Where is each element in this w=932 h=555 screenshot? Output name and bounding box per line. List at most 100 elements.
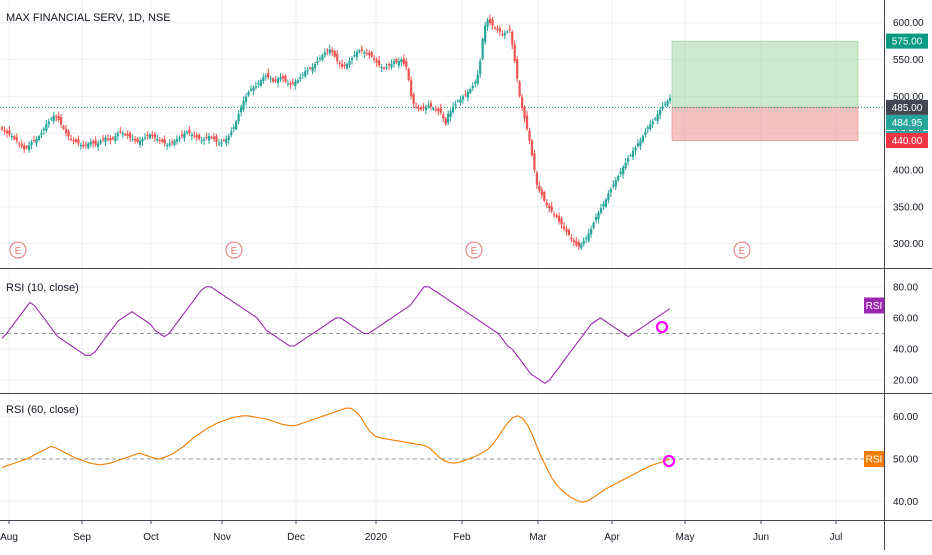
candle-body bbox=[419, 107, 423, 110]
hand-drawn-mark bbox=[655, 320, 669, 334]
candle-body bbox=[410, 80, 413, 97]
candle-body bbox=[309, 67, 312, 69]
candle-body bbox=[617, 175, 620, 181]
candle-body bbox=[222, 140, 225, 142]
candle-body bbox=[64, 128, 68, 134]
candle-body bbox=[355, 52, 359, 58]
position-tool[interactable] bbox=[671, 40, 859, 141]
candle-body bbox=[198, 134, 201, 140]
candle-body bbox=[624, 162, 627, 168]
candle-body bbox=[407, 68, 410, 81]
x-tick-label: Dec bbox=[287, 532, 305, 543]
candle-body bbox=[629, 155, 632, 157]
candle-body bbox=[328, 49, 331, 54]
candle-body bbox=[466, 91, 469, 98]
candle-body bbox=[5, 130, 9, 134]
candle-body bbox=[134, 139, 137, 141]
candle-body bbox=[594, 217, 598, 221]
candle-body bbox=[28, 144, 31, 150]
rsi-fast-label: RSI (10, close) bbox=[6, 282, 79, 294]
candle-body bbox=[582, 240, 585, 244]
candle-body bbox=[663, 103, 667, 105]
candle-body bbox=[97, 143, 100, 147]
candle-body bbox=[338, 62, 341, 64]
candle-body bbox=[119, 131, 122, 133]
candle-body bbox=[498, 28, 502, 32]
candle-body bbox=[217, 143, 221, 145]
candle-body bbox=[375, 59, 378, 63]
candle-body bbox=[636, 143, 640, 146]
earnings-marker-letter: E bbox=[471, 246, 478, 257]
candle-body bbox=[32, 140, 36, 142]
candle-body bbox=[161, 139, 164, 142]
candle-body bbox=[291, 82, 294, 84]
candle-body bbox=[62, 126, 65, 129]
x-tick-label: Jul bbox=[830, 532, 843, 543]
price-pane[interactable] bbox=[0, 14, 884, 251]
candle-body bbox=[3, 130, 6, 132]
candle-body bbox=[626, 158, 630, 162]
candle-body bbox=[200, 140, 203, 142]
candle-body bbox=[400, 59, 403, 62]
hand-drawn-mark bbox=[662, 454, 676, 468]
candle-body bbox=[619, 171, 622, 174]
candle-body bbox=[641, 136, 644, 142]
candle-body bbox=[528, 130, 531, 141]
candle-body bbox=[353, 55, 356, 57]
candle-body bbox=[599, 208, 603, 213]
candle-body bbox=[649, 124, 652, 130]
candle-body bbox=[612, 184, 615, 187]
candle-body bbox=[545, 202, 548, 206]
rsi-tick-label: 20.00 bbox=[893, 376, 918, 387]
candle-body bbox=[456, 100, 460, 102]
candle-body bbox=[69, 138, 73, 140]
x-tick-label: Jun bbox=[753, 532, 769, 543]
candle-body bbox=[348, 61, 351, 65]
x-tick-label: Feb bbox=[453, 532, 471, 543]
x-tick-label: Mar bbox=[529, 532, 547, 543]
rsi-slow-pane[interactable] bbox=[0, 407, 884, 503]
candle-body bbox=[57, 116, 60, 120]
rsi-tick-label: 40.00 bbox=[893, 497, 918, 508]
candle-body bbox=[350, 58, 354, 61]
earnings-marker bbox=[225, 241, 243, 259]
candle-body bbox=[230, 131, 233, 136]
candle-body bbox=[634, 147, 637, 151]
candle-body bbox=[146, 134, 149, 137]
candle-body bbox=[138, 140, 142, 145]
candle-body bbox=[631, 150, 635, 158]
candle-body bbox=[13, 136, 16, 140]
candle-body bbox=[560, 218, 563, 225]
candle-body bbox=[121, 133, 124, 135]
candle-body bbox=[109, 138, 112, 141]
price-tag: 484.95 bbox=[892, 118, 923, 129]
candle-body bbox=[543, 192, 546, 201]
candle-body bbox=[656, 114, 659, 122]
rsi-series-line bbox=[1, 407, 671, 503]
candle-body bbox=[205, 137, 208, 139]
rsi-fast-pane[interactable] bbox=[0, 286, 884, 384]
earnings-marker-letter: E bbox=[739, 246, 746, 257]
candle-body bbox=[306, 69, 309, 72]
candle-body bbox=[180, 134, 184, 137]
candle-body bbox=[496, 28, 499, 31]
candle-body bbox=[345, 63, 349, 69]
candle-body bbox=[84, 144, 87, 146]
candle-body bbox=[296, 80, 299, 83]
candle-body bbox=[178, 137, 181, 139]
candle-body bbox=[193, 135, 196, 137]
candle-body bbox=[385, 66, 388, 68]
candle-body bbox=[279, 77, 282, 80]
x-tick-label: Sep bbox=[73, 532, 91, 543]
candle-body bbox=[323, 52, 327, 56]
candle-body bbox=[572, 240, 575, 243]
candle-body bbox=[225, 139, 228, 144]
candle-body bbox=[168, 143, 171, 145]
candle-body bbox=[252, 87, 255, 91]
price-tick-label: 400.00 bbox=[893, 165, 924, 176]
chart-title: MAX FINANCIAL SERV, 1D, NSE bbox=[6, 12, 171, 24]
candle-body bbox=[195, 135, 198, 138]
candle-body bbox=[434, 109, 437, 111]
candle-body bbox=[72, 140, 75, 142]
